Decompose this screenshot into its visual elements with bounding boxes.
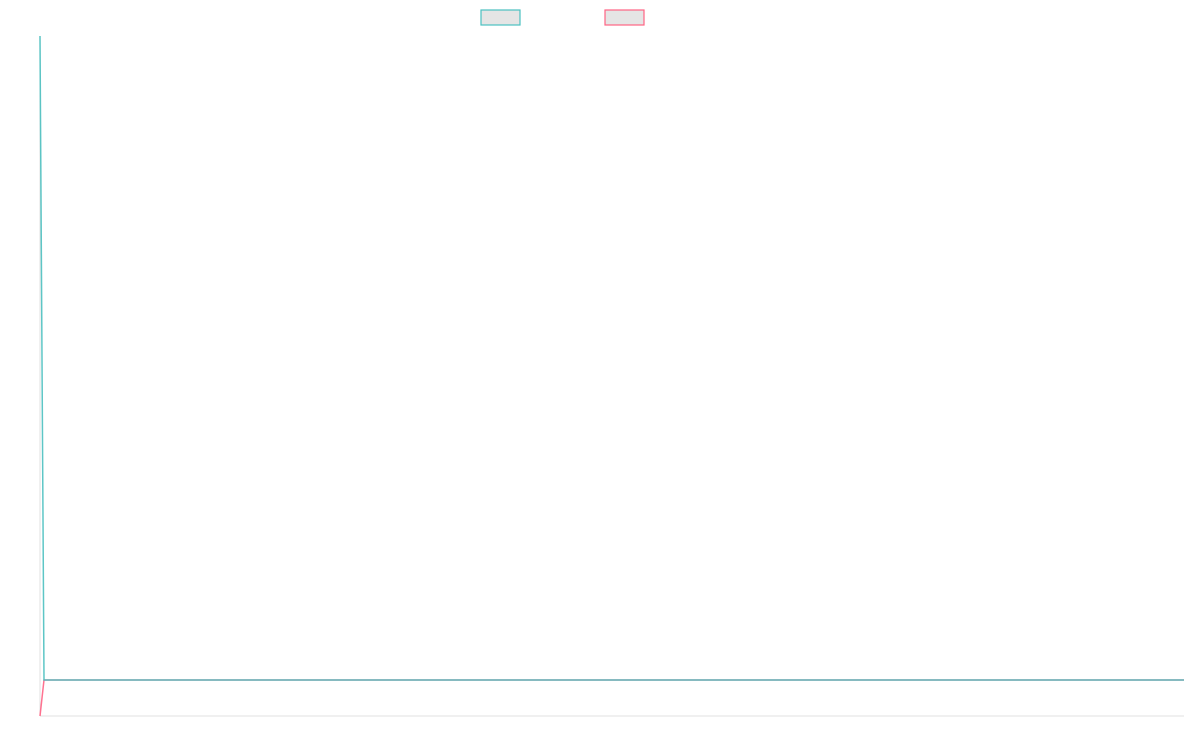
series-line-1 xyxy=(39,35,1184,681)
legend xyxy=(480,9,645,26)
series-line-2 xyxy=(39,679,1184,717)
legend-swatch-2[interactable] xyxy=(604,9,645,26)
legend-swatch-1[interactable] xyxy=(480,9,521,26)
series-group xyxy=(39,35,1184,717)
